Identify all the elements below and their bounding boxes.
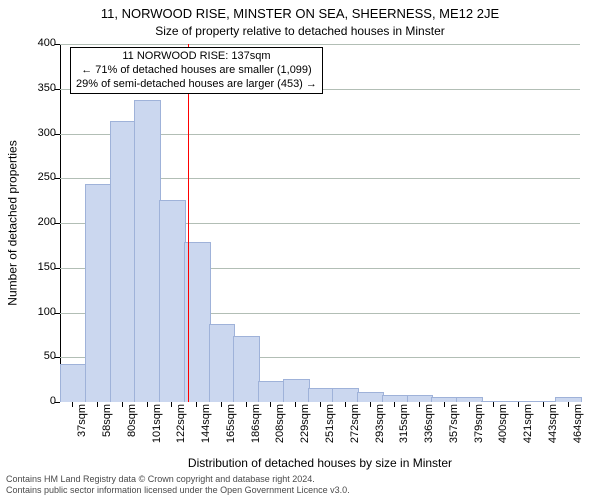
histogram-bar bbox=[530, 401, 557, 402]
x-tick-label: 315sqm bbox=[398, 404, 410, 454]
histogram-bar bbox=[555, 397, 582, 402]
y-tick-label: 400 bbox=[22, 37, 56, 49]
x-tick-label: 144sqm bbox=[200, 404, 212, 454]
x-tick-label: 443sqm bbox=[547, 404, 559, 454]
x-tick-label: 464sqm bbox=[572, 404, 584, 454]
x-tick-mark bbox=[444, 402, 445, 407]
x-tick-mark bbox=[568, 402, 569, 407]
x-tick-mark bbox=[320, 402, 321, 407]
x-tick-mark bbox=[345, 402, 346, 407]
x-tick-label: 229sqm bbox=[299, 404, 311, 454]
x-tick-label: 208sqm bbox=[274, 404, 286, 454]
chart-container: 11, NORWOOD RISE, MINSTER ON SEA, SHEERN… bbox=[0, 0, 600, 500]
histogram-bar bbox=[258, 381, 285, 402]
x-tick-label: 379sqm bbox=[473, 404, 485, 454]
histogram-bar bbox=[110, 121, 137, 402]
histogram-bar bbox=[382, 395, 409, 402]
x-tick-mark bbox=[147, 402, 148, 407]
marker-line bbox=[188, 44, 189, 402]
x-tick-mark bbox=[171, 402, 172, 407]
x-tick-label: 101sqm bbox=[151, 404, 163, 454]
y-tick-label: 200 bbox=[22, 216, 56, 228]
x-tick-label: 165sqm bbox=[225, 404, 237, 454]
x-tick-label: 251sqm bbox=[324, 404, 336, 454]
x-tick-mark bbox=[543, 402, 544, 407]
footer-line-1: Contains HM Land Registry data © Crown c… bbox=[6, 474, 594, 485]
y-axis-label: Number of detached properties bbox=[6, 44, 20, 402]
x-tick-mark bbox=[196, 402, 197, 407]
histogram-bar bbox=[308, 388, 335, 402]
grid-line bbox=[60, 44, 580, 45]
x-tick-mark bbox=[221, 402, 222, 407]
annotation-line: 29% of semi-detached houses are larger (… bbox=[76, 78, 317, 92]
x-tick-mark bbox=[122, 402, 123, 407]
x-tick-label: 400sqm bbox=[497, 404, 509, 454]
annotation-line: 11 NORWOOD RISE: 137sqm bbox=[76, 50, 317, 64]
histogram-bar bbox=[85, 184, 112, 402]
histogram-bar bbox=[431, 397, 458, 402]
x-tick-mark bbox=[394, 402, 395, 407]
histogram-bar bbox=[456, 397, 483, 402]
chart-plot-area: 05010015020025030035040037sqm58sqm80sqm1… bbox=[60, 44, 580, 402]
x-tick-mark bbox=[97, 402, 98, 407]
x-axis-label: Distribution of detached houses by size … bbox=[60, 456, 580, 470]
x-tick-label: 58sqm bbox=[101, 404, 113, 454]
histogram-bar bbox=[332, 388, 359, 402]
y-tick-label: 100 bbox=[22, 306, 56, 318]
x-tick-mark bbox=[518, 402, 519, 407]
y-tick-label: 0 bbox=[22, 395, 56, 407]
histogram-bar bbox=[209, 324, 236, 402]
x-tick-mark bbox=[419, 402, 420, 407]
chart-subtitle: Size of property relative to detached ho… bbox=[0, 24, 600, 38]
histogram-bar bbox=[60, 364, 87, 402]
x-tick-mark bbox=[270, 402, 271, 407]
x-tick-label: 272sqm bbox=[349, 404, 361, 454]
histogram-bar bbox=[134, 100, 161, 402]
y-tick-label: 300 bbox=[22, 127, 56, 139]
x-tick-mark bbox=[493, 402, 494, 407]
y-tick-label: 350 bbox=[22, 82, 56, 94]
x-tick-label: 186sqm bbox=[250, 404, 262, 454]
x-tick-mark bbox=[469, 402, 470, 407]
x-tick-mark bbox=[370, 402, 371, 407]
y-tick-label: 150 bbox=[22, 261, 56, 273]
footer-attribution: Contains HM Land Registry data © Crown c… bbox=[6, 474, 594, 496]
histogram-bar bbox=[283, 379, 310, 402]
histogram-bar bbox=[407, 395, 434, 402]
page-title: 11, NORWOOD RISE, MINSTER ON SEA, SHEERN… bbox=[0, 6, 600, 21]
x-tick-label: 122sqm bbox=[175, 404, 187, 454]
x-tick-mark bbox=[295, 402, 296, 407]
x-tick-label: 357sqm bbox=[448, 404, 460, 454]
histogram-bar bbox=[233, 336, 260, 402]
x-tick-mark bbox=[72, 402, 73, 407]
x-tick-label: 80sqm bbox=[126, 404, 138, 454]
annotation-line: ← 71% of detached houses are smaller (1,… bbox=[76, 64, 317, 78]
x-tick-label: 293sqm bbox=[374, 404, 386, 454]
x-tick-label: 336sqm bbox=[423, 404, 435, 454]
histogram-bar bbox=[357, 392, 384, 402]
y-tick-label: 50 bbox=[22, 350, 56, 362]
y-tick-label: 250 bbox=[22, 171, 56, 183]
histogram-bar bbox=[159, 200, 186, 402]
annotation-box: 11 NORWOOD RISE: 137sqm← 71% of detached… bbox=[70, 47, 323, 94]
x-tick-mark bbox=[246, 402, 247, 407]
x-tick-label: 421sqm bbox=[522, 404, 534, 454]
footer-line-2: Contains public sector information licen… bbox=[6, 485, 594, 496]
x-tick-label: 37sqm bbox=[76, 404, 88, 454]
